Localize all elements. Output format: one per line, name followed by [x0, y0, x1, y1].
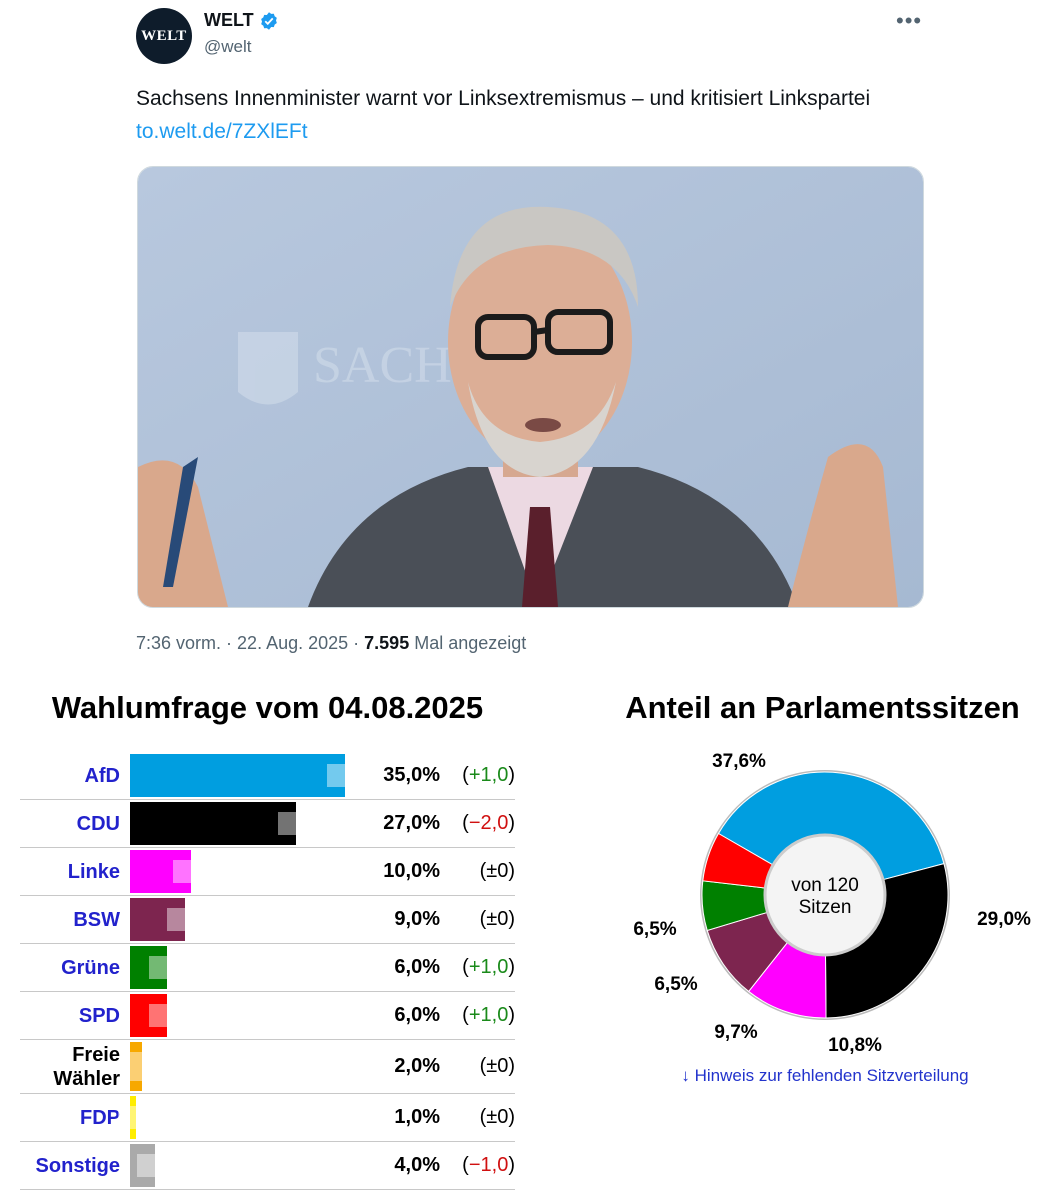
seat-distribution-note-link[interactable]: ↓ Hinweis zur fehlenden Sitzverteilung	[681, 1066, 969, 1085]
tweet-time[interactable]: 7:36 vorm.	[136, 633, 222, 653]
poll-value: 9,0%	[394, 908, 440, 930]
seats-title: Anteil an Parlamentssitzen	[625, 690, 1020, 725]
poll-bar-change-marker	[136, 1154, 157, 1177]
donut-label: 29,0%	[977, 909, 1031, 930]
poll-row-cdu: CDU 27,0% (−2,0)	[20, 800, 515, 848]
poll-change: (±0)	[479, 908, 515, 930]
poll-bar-change-marker	[167, 908, 186, 931]
poll-bar	[130, 946, 167, 989]
photo-illustration: SACHSEN	[138, 167, 923, 607]
poll-value: 6,0%	[394, 1004, 440, 1026]
poll-row-bsw: BSW 9,0% (±0)	[20, 896, 515, 944]
poll-bar-change-marker	[148, 956, 169, 979]
tweet-meta: 7:36 vorm. · 22. Aug. 2025 · 7.595 Mal a…	[136, 633, 527, 653]
poll-value: 4,0%	[394, 1154, 440, 1176]
tweet-body: Sachsens Innenminister warnt vor Linksex…	[136, 87, 871, 110]
poll-bar	[130, 994, 167, 1037]
party-label[interactable]: Sonstige	[35, 1154, 120, 1177]
tweet-text: Sachsens Innenminister warnt vor Linksex…	[136, 82, 936, 148]
donut-label: 6,5%	[654, 974, 697, 995]
party-label[interactable]: SPD	[78, 1004, 120, 1027]
party-label: Freie Wähler	[53, 1043, 120, 1090]
poll-change: (+1,0)	[462, 764, 515, 786]
poll-bar-chart: AfD 35,0% (+1,0) CDU 27,0% (−2,0) Linke 10,0% (±…	[20, 752, 515, 1190]
author-name[interactable]: WELT	[204, 10, 254, 30]
poll-change: (±0)	[479, 1106, 515, 1128]
tweet-photo[interactable]: SACHSEN	[137, 166, 924, 608]
poll-bar-change-marker	[118, 1106, 137, 1129]
poll-value: 2,0%	[394, 1055, 440, 1077]
poll-row-freie-waehler: Freie Wähler 2,0% (±0)	[20, 1040, 515, 1094]
poll-change: (±0)	[479, 860, 515, 882]
donut-center-text: Sitzen	[799, 897, 852, 918]
poll-bar-change-marker	[148, 1004, 169, 1027]
poll-row-linke: Linke 10,0% (±0)	[20, 848, 515, 896]
more-icon[interactable]: •••	[896, 8, 923, 33]
poll-bar	[130, 850, 192, 893]
poll-bar	[130, 754, 345, 797]
poll-bar	[130, 1096, 137, 1139]
view-count: 7.595	[364, 633, 410, 653]
party-label[interactable]: CDU	[76, 812, 120, 835]
poll-value: 1,0%	[394, 1106, 440, 1128]
donut-label: 6,5%	[633, 919, 676, 940]
poll-change: (−1,0)	[462, 1154, 515, 1176]
donut-label: 10,8%	[828, 1035, 882, 1056]
author-handle[interactable]: @welt	[204, 37, 252, 56]
party-label[interactable]: FDP	[80, 1106, 120, 1129]
party-label[interactable]: Linke	[67, 860, 120, 883]
poll-bar	[130, 1042, 143, 1091]
poll-title: Wahlumfrage vom 04.08.2025	[51, 690, 484, 725]
tweet-date[interactable]: 22. Aug. 2025	[237, 633, 349, 653]
poll-value: 27,0%	[383, 812, 440, 834]
poll-bar	[130, 898, 186, 941]
poll-row-gruene: Grüne 6,0% (+1,0)	[20, 944, 515, 992]
poll-value: 6,0%	[394, 956, 440, 978]
party-label[interactable]: Grüne	[61, 956, 120, 979]
verified-badge-icon	[260, 11, 277, 30]
party-label[interactable]: AfD	[84, 764, 120, 787]
poll-bar-change-marker	[277, 812, 305, 835]
photo-background-emblem: SACHSEN	[238, 332, 550, 405]
poll-bar	[130, 802, 296, 845]
poll-change: (−2,0)	[462, 812, 515, 834]
donut-center-text: von 120	[791, 875, 859, 896]
poll-row-afd: AfD 35,0% (+1,0)	[20, 752, 515, 800]
poll-change: (+1,0)	[462, 956, 515, 978]
poll-value: 10,0%	[383, 860, 440, 882]
author-block: WELT @welt	[204, 10, 279, 57]
donut-label: 37,6%	[712, 751, 766, 772]
tweet-link[interactable]: to.welt.de/7ZXlEFt	[136, 120, 308, 143]
party-label[interactable]: BSW	[73, 908, 120, 931]
poll-bar-change-marker	[327, 764, 348, 787]
donut-center	[763, 833, 887, 957]
poll-bar-change-marker	[124, 1052, 143, 1081]
avatar[interactable]: WELT	[136, 8, 192, 64]
more-options-button[interactable]: •••	[896, 8, 922, 34]
poll-row-fdp: FDP 1,0% (±0)	[20, 1094, 515, 1142]
poll-bar-change-marker	[173, 860, 192, 883]
poll-bar	[130, 1144, 155, 1187]
poll-row-spd: SPD 6,0% (+1,0)	[20, 992, 515, 1040]
poll-change: (+1,0)	[462, 1004, 515, 1026]
author-name-row[interactable]: WELT	[204, 10, 279, 31]
poll-row-sonstige: Sonstige 4,0% (−1,0)	[20, 1142, 515, 1190]
views-label: Mal angezeigt	[414, 633, 527, 653]
poll-change: (±0)	[479, 1055, 515, 1077]
donut-label: 9,7%	[714, 1022, 757, 1043]
poll-value: 35,0%	[383, 764, 440, 786]
